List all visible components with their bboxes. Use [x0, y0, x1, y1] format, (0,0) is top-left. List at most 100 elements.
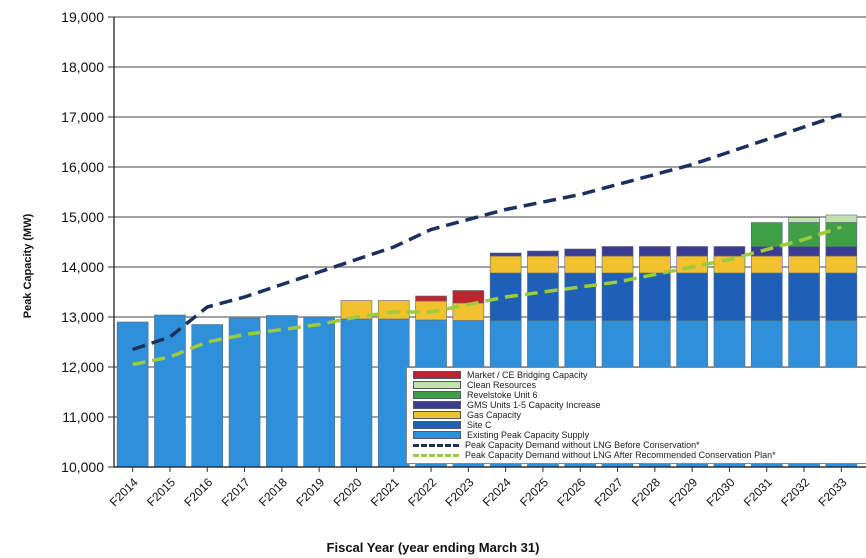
x-tick-label: F2021 — [368, 475, 402, 509]
bar-segment — [116, 321, 149, 468]
bar-segment — [340, 300, 373, 320]
x-tick-label: F2026 — [554, 475, 588, 509]
legend-item: Peak Capacity Demand without LNG Before … — [413, 440, 866, 450]
legend-label: Gas Capacity — [467, 410, 522, 420]
bar-segment — [154, 314, 186, 468]
bar-segment — [377, 300, 410, 320]
y-axis-label: Peak Capacity (MW) — [22, 213, 34, 319]
x-tick-label: F2018 — [256, 475, 290, 509]
x-tick-label: F2014 — [107, 475, 141, 509]
legend-swatch — [413, 411, 461, 419]
y-tick-labels: 10,000 11,000 12,000 13,000 14,000 15,000 16,0… — [61, 9, 104, 475]
bar-segment — [489, 252, 522, 257]
bar-segment — [788, 217, 820, 223]
legend-item: GMS Units 1-5 Capacity Increase — [413, 400, 866, 410]
x-tick-label: F2033 — [816, 475, 850, 509]
y-tick-label: 13,000 — [61, 309, 104, 325]
legend-swatch — [413, 453, 459, 457]
bar-segment — [639, 246, 671, 257]
bar-segment — [527, 255, 559, 274]
bar-segment — [750, 222, 783, 247]
bar-segment — [639, 272, 671, 321]
legend-item: Gas Capacity — [413, 410, 866, 420]
bar-segment — [676, 272, 708, 321]
bar-segment — [750, 255, 783, 274]
bar-segment — [825, 222, 858, 247]
x-axis-label: Fiscal Year (year ending March 31) — [326, 540, 540, 555]
bar-segment — [228, 317, 261, 468]
bar-segment — [788, 222, 820, 247]
bar-segment — [452, 290, 485, 304]
bar-segment — [303, 316, 335, 468]
bar-segment — [340, 318, 373, 468]
y-tick-label: 10,000 — [61, 459, 104, 475]
y-tick-label: 16,000 — [61, 159, 104, 175]
demand-line-after-conservation — [132, 225, 842, 367]
legend-swatch — [413, 421, 461, 429]
legend-item: Clean Resources — [413, 380, 866, 390]
x-tick-label: F2023 — [443, 475, 477, 509]
bar-segment — [415, 295, 447, 302]
bar-segment — [713, 272, 746, 321]
legend: Market / CE Bridging Capacity Clean Resou… — [406, 367, 866, 464]
legend-item: Existing Peak Capacity Supply — [413, 430, 866, 440]
x-tick-label: F2020 — [331, 475, 365, 509]
x-tick-label: F2029 — [666, 475, 700, 509]
x-tick-label: F2025 — [517, 475, 551, 509]
bar-segment — [601, 255, 634, 274]
bar-segment — [788, 246, 820, 257]
bar-segment — [601, 246, 634, 257]
legend-label: Existing Peak Capacity Supply — [467, 430, 590, 440]
demand-lines — [132, 112, 842, 367]
y-tick-label: 17,000 — [61, 109, 104, 125]
legend-item: Site C — [413, 420, 866, 430]
legend-swatch — [413, 371, 461, 379]
bar-segment — [676, 246, 708, 257]
legend-label: Revelstoke Unit 6 — [467, 390, 538, 400]
demand-line-before-conservation — [132, 112, 842, 352]
y-tick-label: 19,000 — [61, 9, 104, 25]
y-tick-label: 15,000 — [61, 209, 104, 225]
bar-segment — [750, 272, 783, 321]
legend-label: Clean Resources — [467, 380, 537, 390]
bar-segment — [266, 315, 298, 468]
bar-segment — [788, 255, 820, 274]
bar-segment — [377, 318, 410, 468]
bar-segment — [788, 272, 820, 321]
legend-swatch — [413, 431, 461, 439]
bar-segment — [713, 246, 746, 257]
x-tick-label: F2028 — [629, 475, 663, 509]
bar-segment — [825, 214, 858, 223]
legend-swatch — [413, 391, 461, 399]
y-tick-label: 11,000 — [62, 409, 104, 425]
bar-segment — [564, 248, 597, 257]
x-tick-label: F2017 — [219, 475, 253, 509]
bar-segment — [639, 255, 671, 274]
bar-segment — [825, 255, 858, 274]
y-tick-label: 18,000 — [61, 59, 104, 75]
legend-swatch — [413, 401, 461, 409]
x-tick-label: F2031 — [741, 475, 775, 509]
x-tick-labels: F2014 F2015 F2016 F2017 F2018 F2019 F2020 F2021… — [107, 467, 850, 509]
x-tick-label: F2032 — [778, 475, 812, 509]
y-tick-label: 12,000 — [61, 359, 104, 375]
bar-segment — [564, 272, 597, 321]
axes — [113, 17, 866, 468]
legend-swatch — [413, 443, 459, 447]
x-tick-label: F2030 — [704, 475, 738, 509]
legend-swatch — [413, 381, 461, 389]
legend-label: Site C — [467, 420, 492, 430]
legend-label: Market / CE Bridging Capacity — [467, 370, 588, 380]
x-tick-label: F2016 — [181, 475, 215, 509]
bar-segment — [825, 246, 858, 257]
x-tick-label: F2015 — [144, 475, 178, 509]
x-tick-label: F2024 — [480, 475, 514, 509]
y-tick-label: 14,000 — [61, 259, 104, 275]
legend-label: Peak Capacity Demand without LNG After R… — [465, 450, 776, 460]
legend-item: Market / CE Bridging Capacity — [413, 370, 866, 380]
legend-item: Revelstoke Unit 6 — [413, 390, 866, 400]
x-tick-label: F2022 — [405, 475, 439, 509]
x-tick-label: F2027 — [592, 475, 626, 509]
x-tick-label: F2019 — [293, 475, 327, 509]
bar-segment — [527, 272, 559, 321]
